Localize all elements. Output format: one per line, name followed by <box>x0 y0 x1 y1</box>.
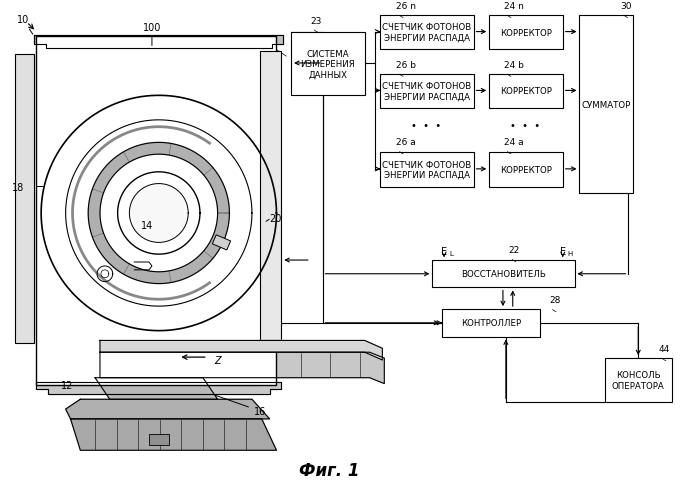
Text: КОРРЕКТОР: КОРРЕКТОР <box>500 166 552 175</box>
Text: 24 b: 24 b <box>504 60 524 70</box>
Text: 24 a: 24 a <box>504 138 524 147</box>
Text: СИСТЕМА
ИЗМЕРЕНИЯ
ДАННЫХ: СИСТЕМА ИЗМЕРЕНИЯ ДАННЫХ <box>301 49 355 79</box>
Text: СЧЕТЧИК ФОТОНОВ
ЭНЕРГИИ РАСПАДА: СЧЕТЧИК ФОТОНОВ ЭНЕРГИИ РАСПАДА <box>382 82 472 102</box>
Polygon shape <box>95 378 217 399</box>
Text: 16: 16 <box>215 395 266 416</box>
Circle shape <box>41 96 276 331</box>
Text: 28: 28 <box>549 296 561 304</box>
Bar <box>380 75 473 109</box>
Circle shape <box>117 172 200 255</box>
Polygon shape <box>100 341 382 360</box>
Bar <box>36 37 276 385</box>
Bar <box>380 16 473 50</box>
Bar <box>212 235 231 250</box>
Text: СЧЕТЧИК ФОТОНОВ
ЭНЕРГИИ РАСПАДА: СЧЕТЧИК ФОТОНОВ ЭНЕРГИИ РАСПАДА <box>382 23 472 43</box>
Text: 26 n: 26 n <box>396 2 416 11</box>
Text: 24 n: 24 n <box>504 2 524 11</box>
Text: 30: 30 <box>621 2 632 11</box>
Text: Z: Z <box>215 355 221 365</box>
Text: 12: 12 <box>62 380 74 390</box>
Bar <box>433 260 575 288</box>
Text: КОНТРОЛЛЕР: КОНТРОЛЛЕР <box>461 318 521 328</box>
Text: •  •  •: • • • <box>412 121 442 131</box>
Text: КОРРЕКТОР: КОРРЕКТОР <box>500 29 552 37</box>
Text: L: L <box>449 251 453 257</box>
Bar <box>260 52 282 341</box>
Text: •  •  •: • • • <box>510 121 540 131</box>
Bar <box>489 153 563 187</box>
Text: СЧЕТЧИК ФОТОНОВ
ЭНЕРГИИ РАСПАДА: СЧЕТЧИК ФОТОНОВ ЭНЕРГИИ РАСПАДА <box>382 160 472 180</box>
Bar <box>15 55 34 344</box>
Text: СУММАТОР: СУММАТОР <box>582 101 631 109</box>
Text: Фиг. 1: Фиг. 1 <box>299 461 360 479</box>
Text: 26 a: 26 a <box>396 138 416 147</box>
Text: 22: 22 <box>509 246 520 255</box>
Text: 18: 18 <box>12 182 24 192</box>
Text: КОРРЕКТОР: КОРРЕКТОР <box>500 87 552 96</box>
Bar <box>380 153 473 187</box>
Bar <box>579 16 633 194</box>
Bar <box>489 75 563 109</box>
Polygon shape <box>88 143 229 284</box>
Bar <box>605 358 672 402</box>
Polygon shape <box>71 419 276 450</box>
Polygon shape <box>61 49 260 385</box>
Text: H: H <box>568 251 573 257</box>
Text: КОНСОЛЬ
ОПЕРАТОРА: КОНСОЛЬ ОПЕРАТОРА <box>612 371 665 390</box>
Text: 26 b: 26 b <box>396 60 416 70</box>
Text: 14: 14 <box>141 220 153 230</box>
Polygon shape <box>34 35 283 49</box>
Bar <box>149 434 168 445</box>
Text: E: E <box>560 247 565 257</box>
Bar <box>442 309 540 337</box>
Text: 23: 23 <box>311 16 322 26</box>
Bar <box>291 32 365 96</box>
Bar <box>489 16 563 50</box>
Text: 44: 44 <box>659 345 670 353</box>
Polygon shape <box>100 352 384 384</box>
Polygon shape <box>66 399 270 419</box>
Polygon shape <box>36 382 282 394</box>
Text: E: E <box>441 247 447 257</box>
Text: ВОССТАНОВИТЕЛЬ: ВОССТАНОВИТЕЛЬ <box>461 270 546 279</box>
Text: 20: 20 <box>270 213 282 224</box>
Text: 10: 10 <box>17 15 33 35</box>
Text: 100: 100 <box>143 23 161 46</box>
Circle shape <box>129 184 188 243</box>
